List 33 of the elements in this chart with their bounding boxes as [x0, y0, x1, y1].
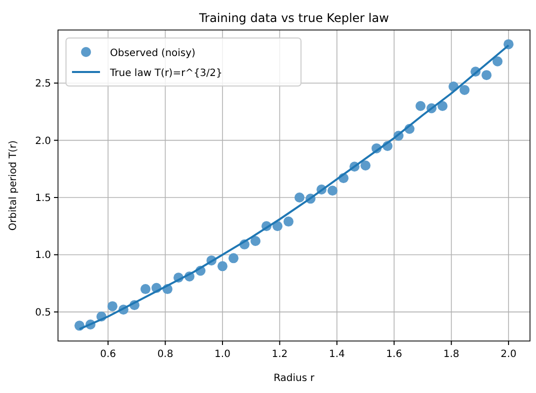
x-axis-title: Radius r: [274, 373, 316, 384]
y-tick-label: 0.5: [35, 307, 51, 318]
x-tick-label: 2.0: [500, 349, 516, 360]
point: [107, 301, 118, 312]
point: [228, 253, 238, 264]
point: [438, 100, 448, 111]
x-tick-label: 1.2: [272, 349, 288, 360]
x-tick-label: 1.8: [443, 349, 460, 360]
point: [360, 160, 371, 170]
point: [250, 236, 260, 246]
point: [460, 84, 470, 95]
legend-label: Observed (noisy): [110, 48, 196, 59]
x-tick-label: 1.6: [386, 349, 402, 360]
x-tick-label: 0.6: [100, 349, 116, 360]
point: [294, 192, 304, 203]
point: [140, 284, 150, 294]
point: [217, 261, 228, 272]
point: [328, 186, 338, 196]
y-axis-title: Orbital period T(r): [8, 140, 19, 231]
point: [492, 56, 503, 66]
x-tick-label: 0.8: [157, 349, 174, 360]
point: [482, 70, 492, 80]
point: [284, 216, 294, 227]
chart-title: Training data vs true Kepler law: [198, 11, 390, 25]
legend-label: True law T(r)=r^{3/2}: [109, 68, 222, 79]
y-tick-label: 1.5: [35, 193, 51, 204]
y-tick-label: 2.5: [35, 78, 51, 90]
x-tick-label: 1.4: [328, 349, 345, 360]
y-tick-label: 1.0: [35, 250, 51, 262]
point: [272, 221, 282, 232]
point: [416, 100, 426, 111]
y-tick-label: 2.0: [35, 136, 51, 147]
x-tick-label: 1.0: [214, 349, 230, 360]
